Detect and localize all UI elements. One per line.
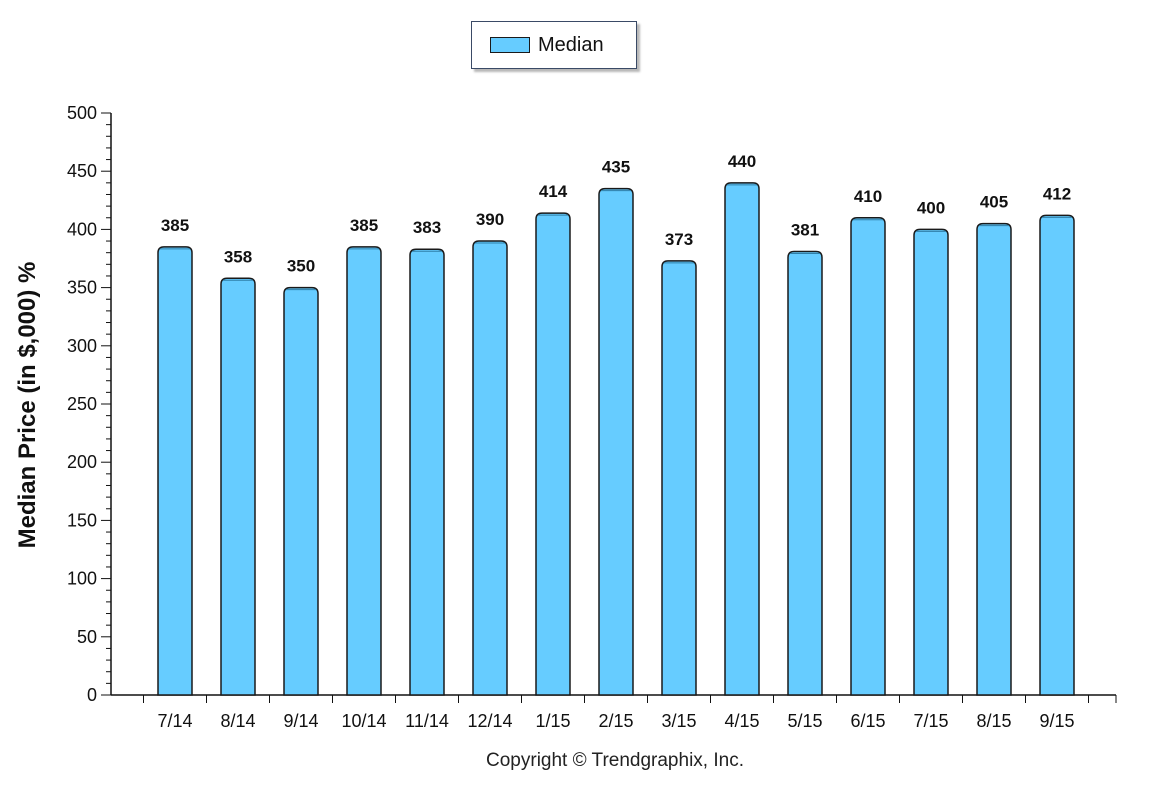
bar-1-15 (535, 212, 571, 696)
x-ticks: 7/14 8/14 9/14 10/14 11/14 12/14 1/15 2/15 3/15 4… (143, 695, 1117, 731)
x-tick-label: 2/15 (598, 711, 633, 731)
legend: Median (471, 21, 637, 69)
value-label: 435 (602, 158, 630, 177)
value-label: 410 (854, 187, 882, 206)
y-ticks: 0 50 100 150 200 250 300 350 400 450 500 (67, 103, 111, 705)
y-tick-label: 300 (67, 336, 97, 356)
bar-3-15 (661, 260, 697, 696)
x-tick-label: 7/14 (157, 711, 192, 731)
y-tick-label: 450 (67, 161, 97, 181)
bar-10-14 (346, 246, 382, 696)
y-tick-label: 400 (67, 219, 97, 239)
value-label: 414 (539, 182, 568, 201)
x-tick-label: 9/15 (1039, 711, 1074, 731)
bars (157, 182, 1075, 696)
x-tick-label: 11/14 (405, 711, 449, 731)
value-label: 390 (476, 210, 504, 229)
y-tick-label: 50 (77, 627, 97, 647)
bar-6-15 (850, 217, 886, 696)
x-tick-label: 3/15 (661, 711, 696, 731)
legend-swatch-median (490, 37, 530, 53)
x-tick-label: 1/15 (535, 711, 570, 731)
y-tick-label: 0 (87, 685, 97, 705)
bar-9-14 (283, 286, 319, 696)
value-label: 383 (413, 218, 441, 237)
value-label: 385 (350, 216, 378, 235)
x-tick-label: 10/14 (341, 711, 386, 731)
value-label: 381 (791, 221, 819, 240)
value-label: 385 (161, 216, 189, 235)
bar-8-14 (220, 277, 256, 696)
bar-9-15 (1039, 214, 1075, 696)
bar-11-14 (409, 248, 445, 696)
bar-7-14 (157, 246, 193, 696)
y-tick-label: 100 (67, 569, 97, 589)
x-tick-label: 9/14 (283, 711, 318, 731)
value-label: 350 (287, 257, 315, 276)
y-tick-label: 350 (67, 278, 97, 298)
value-label: 358 (224, 247, 252, 266)
y-axis-label: Median Price (in $,000) % (14, 262, 41, 549)
y-tick-label: 500 (67, 103, 97, 123)
value-label: 400 (917, 198, 945, 217)
x-tick-label: 6/15 (850, 711, 885, 731)
y-tick-label: 200 (67, 452, 97, 472)
x-tick-label: 4/15 (724, 711, 759, 731)
x-tick-label: 5/15 (787, 711, 822, 731)
x-tick-label: 12/14 (467, 711, 512, 731)
x-tick-label: 7/15 (913, 711, 948, 731)
legend-label-median: Median (538, 33, 604, 56)
bar-5-15 (787, 250, 823, 696)
bar-8-15 (976, 222, 1012, 696)
x-tick-label: 8/15 (976, 711, 1011, 731)
copyright-text: Copyright © Trendgraphix, Inc. (486, 750, 744, 771)
bar-12-14 (472, 240, 508, 696)
value-label: 405 (980, 193, 1008, 212)
bar-7-15 (913, 228, 949, 696)
value-label: 412 (1043, 184, 1071, 203)
y-tick-label: 150 (67, 510, 97, 530)
bar-4-15 (724, 182, 760, 696)
value-label: 373 (665, 230, 693, 249)
bar-2-15 (598, 187, 634, 696)
value-label: 440 (728, 152, 756, 171)
y-tick-label: 250 (67, 394, 97, 414)
value-labels: 385 358 350 385 383 390 414 435 373 440 381 410 400 4… (161, 152, 1071, 276)
x-tick-label: 8/14 (220, 711, 255, 731)
